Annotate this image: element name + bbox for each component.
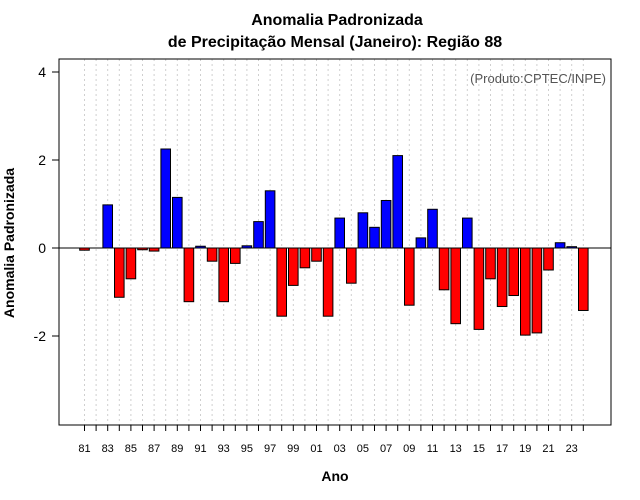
- x-tick-label: 01: [310, 443, 322, 455]
- x-tick-label: 05: [357, 443, 369, 455]
- x-tick-label: 11: [427, 443, 438, 455]
- bar-87: [148, 247, 160, 252]
- y-tick-label: 4: [38, 64, 46, 80]
- bar-00: [299, 247, 311, 269]
- bar-89: [172, 196, 183, 249]
- x-tick-label: 93: [218, 443, 230, 455]
- x-tick-label: 89: [171, 443, 183, 455]
- bar-07: [380, 199, 392, 249]
- bar-83: [102, 204, 114, 249]
- x-tick-label: 85: [125, 443, 137, 455]
- plot-frame: [58, 58, 612, 426]
- y-tick-label: -2: [34, 328, 47, 344]
- x-tick-label: 91: [194, 443, 206, 455]
- bar-15: [473, 247, 485, 330]
- x-tick-label: 13: [450, 443, 462, 455]
- x-tick-label: 09: [403, 443, 415, 455]
- bar-93: [218, 247, 229, 303]
- x-axis: 81 83 85 87 89 91 93 95 97 99 01 03 05 07 09 11 13 15 17 19…: [78, 425, 584, 455]
- bar-03: [334, 217, 345, 249]
- x-tick-label: 81: [78, 443, 90, 455]
- bar-08: [392, 155, 403, 249]
- bar-09: [404, 247, 415, 306]
- bar-84: [114, 247, 125, 298]
- bar-02: [322, 247, 334, 317]
- bar-18: [508, 247, 519, 297]
- bar-99: [288, 247, 299, 286]
- x-tick-label: 15: [473, 443, 485, 455]
- chart-title: Anomalia Padronizada: [251, 12, 423, 29]
- x-tick-label: 87: [148, 443, 160, 455]
- bar-86: [137, 247, 148, 251]
- bar-95: [241, 245, 253, 249]
- bar-12: [438, 247, 450, 291]
- grid-lines: [84, 59, 584, 425]
- x-axis-title: Ano: [321, 468, 348, 484]
- y-axis-title: Anomalia Padronizada: [1, 168, 17, 318]
- bar-20: [531, 247, 543, 334]
- bar-04: [346, 247, 357, 284]
- bar-23: [566, 246, 578, 249]
- bar-96: [253, 221, 264, 249]
- chart-subtitle: de Precipitação Mensal (Janeiro): Região…: [168, 34, 502, 51]
- x-tick-label: 19: [519, 443, 531, 455]
- bar-91: [195, 245, 206, 249]
- bar-98: [276, 247, 287, 317]
- source-annotation: (Produto:CPTEC/INPE): [470, 71, 606, 86]
- x-tick-label: 97: [264, 443, 276, 455]
- x-tick-label: 07: [380, 443, 392, 455]
- bar-10: [415, 237, 427, 249]
- bar-14: [462, 217, 473, 249]
- bar-13: [450, 247, 461, 325]
- bar-17: [496, 247, 508, 308]
- bar-88: [160, 148, 171, 249]
- y-tick-label: 0: [38, 240, 46, 256]
- bar-94: [230, 247, 241, 264]
- bar-24: [578, 247, 589, 311]
- x-tick-label: 17: [496, 443, 508, 455]
- bar-01: [311, 247, 322, 262]
- bar-05: [357, 212, 369, 249]
- x-tick-label: 99: [287, 443, 299, 455]
- x-tick-label: 83: [102, 443, 114, 455]
- bar-22: [554, 242, 566, 249]
- bar-90: [183, 247, 195, 303]
- bar-11: [427, 208, 438, 249]
- bar-85: [125, 247, 137, 280]
- bar-92: [206, 247, 218, 262]
- x-tick-label: 23: [566, 443, 578, 455]
- x-tick-label: 21: [542, 443, 554, 455]
- bar-21: [543, 247, 554, 271]
- y-tick-label: 2: [38, 152, 46, 168]
- x-tick-label: 95: [241, 443, 253, 455]
- bars: [79, 148, 589, 336]
- bar-06: [369, 226, 380, 249]
- bar-16: [485, 247, 496, 280]
- bar-97: [264, 190, 276, 249]
- bar-19: [520, 247, 531, 336]
- x-tick-label: 03: [334, 443, 346, 455]
- y-axis: -2 0 2 4: [34, 64, 59, 344]
- bar-81: [79, 247, 90, 251]
